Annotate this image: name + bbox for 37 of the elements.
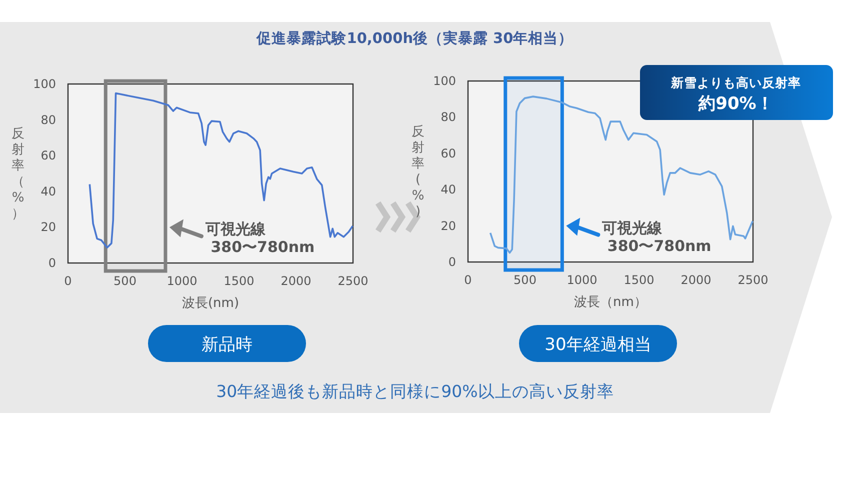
x-tick-label: 500	[514, 273, 536, 287]
y-tick-label: 100	[433, 74, 456, 88]
x-axis-title: 波長（nm）	[574, 295, 647, 310]
x-tick-label: 2000	[280, 274, 312, 288]
x-tick-label: 2500	[338, 274, 368, 288]
x-tick-label: 1500	[624, 273, 654, 287]
annotation: 新雪よりも高い反射率	[670, 75, 801, 90]
text: 促進暴露試験10,000h後（実暴露 30年相当）	[256, 29, 574, 47]
x-tick-label: 1500	[224, 274, 254, 288]
x-tick-label: 0	[64, 274, 72, 288]
x-axis-title: 波長(nm)	[182, 296, 240, 311]
y-tick-label: 60	[440, 146, 456, 160]
text: 新品時	[202, 335, 252, 355]
y-tick-label: 80	[440, 110, 456, 124]
y-tick-label: 60	[40, 148, 56, 163]
y-tick-label: 40	[440, 182, 456, 197]
x-tick-label: 500	[114, 274, 136, 288]
x-tick-label: 2000	[680, 273, 712, 287]
x-tick-label: 0	[464, 273, 472, 287]
y-tick-label: 20	[440, 218, 456, 233]
band-label: 可視光線 380〜780nm	[601, 218, 712, 255]
y-tick-label: 100	[33, 77, 56, 91]
annotation: 約90%！	[698, 94, 774, 114]
y-tick-label: 80	[40, 112, 56, 127]
text: 30年経過後も新品時と同様に90%以上の高い反射率	[216, 382, 614, 401]
x-tick-label: 2500	[738, 273, 768, 287]
line-series	[489, 96, 754, 254]
y-axis-title: 反射率(%)	[412, 124, 424, 220]
y-tick-label: 20	[40, 220, 56, 234]
y-tick-label: 0	[448, 255, 456, 269]
band-label: 可視光線 380〜780nm	[204, 220, 315, 256]
text: 30年経過相当	[544, 335, 652, 355]
x-tick-label: 1000	[566, 273, 598, 287]
y-tick-label: 0	[48, 256, 56, 270]
y-tick-label: 40	[40, 184, 56, 198]
y-axis-title: 反射率（%）	[12, 126, 24, 222]
x-tick-label: 1000	[166, 274, 198, 288]
